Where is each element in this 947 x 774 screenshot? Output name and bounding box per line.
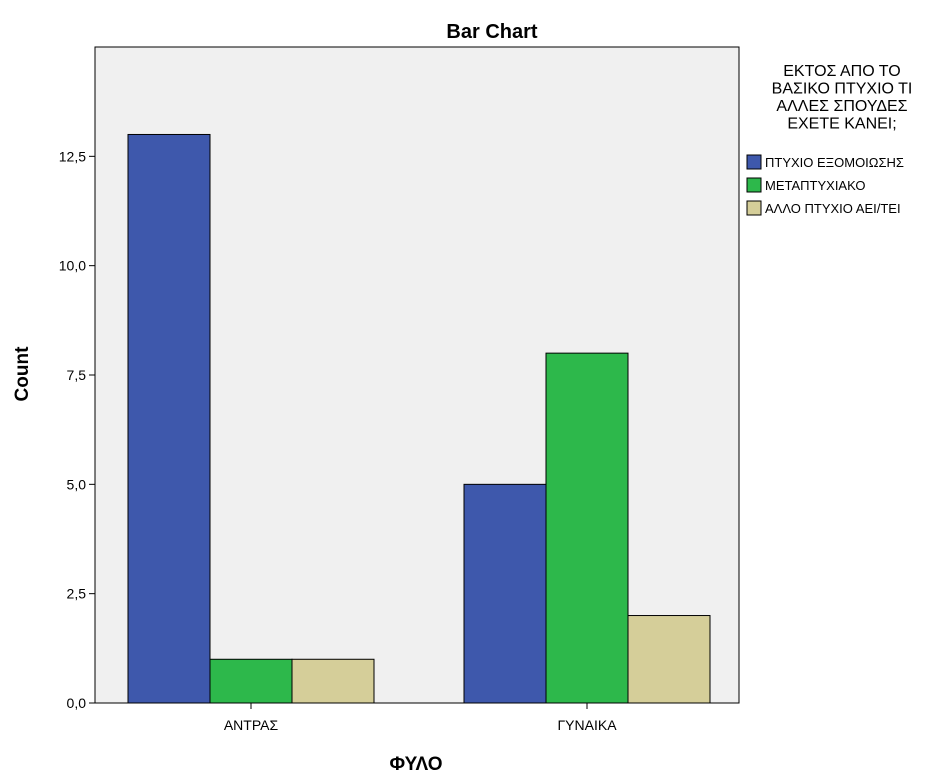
legend-title-line: ΕΚΤΟΣ ΑΠΟ ΤΟ <box>783 63 900 80</box>
bar <box>209 658 293 704</box>
y-tick-label: 5,0 <box>67 476 87 492</box>
x-axis-title: ΦΥΛΟ <box>390 754 443 774</box>
y-tick-label: 0,0 <box>67 695 87 711</box>
legend-title-line: ΑΛΛΕΣ ΣΠΟΥΔΕΣ <box>776 98 907 115</box>
y-tick-label: 12,5 <box>59 148 86 164</box>
chart-title: Bar Chart <box>446 21 537 43</box>
bar <box>291 658 375 704</box>
legend-title-line: ΒΑΣΙΚΟ ΠΤΥΧΙΟ ΤΙ <box>772 81 913 98</box>
legend-swatch <box>746 154 762 170</box>
labels: Bar Chart ΦΥΛΟ Count <box>12 21 538 774</box>
legend-label: ΠΤΥΧΙΟ ΕΞΟΜΟΙΩΣΗΣ <box>765 155 904 170</box>
bar <box>463 483 547 704</box>
bar <box>627 615 711 704</box>
bars <box>127 133 711 704</box>
legend-title-line: ΕΧΕΤΕ ΚΑΝΕΙ; <box>787 116 896 133</box>
x-tick-label: ΑΝΤΡΑΣ <box>224 717 279 733</box>
legend-swatch <box>746 200 762 216</box>
axes: 0,0 2,5 5,0 7,5 10,0 12,5 ΑΝΤΡΑΣ ΓΥΝΑΙΚΑ <box>59 148 617 733</box>
x-tick-label: ΓΥΝΑΙΚΑ <box>557 717 617 733</box>
legend-label: ΑΛΛΟ ΠΤΥΧΙΟ ΑΕΙ/ΤΕΙ <box>765 201 901 216</box>
y-tick-label: 2,5 <box>67 586 87 602</box>
y-tick-label: 7,5 <box>67 367 87 383</box>
bar <box>545 352 629 704</box>
legend-swatch <box>746 177 762 193</box>
y-axis-title: Count <box>12 346 33 402</box>
bar <box>127 133 211 704</box>
legend-label: ΜΕΤΑΠΤΥΧΙΑΚΟ <box>765 178 865 193</box>
y-tick-label: 10,0 <box>59 258 86 274</box>
